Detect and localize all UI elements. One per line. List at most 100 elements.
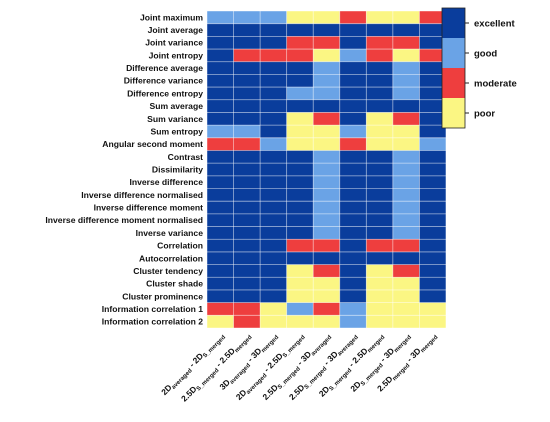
heatmap-cell xyxy=(313,137,340,151)
row-label: Joint variance xyxy=(145,38,203,48)
heatmap-cell xyxy=(392,61,420,75)
legend-swatch xyxy=(442,8,465,38)
row-label: Correlation xyxy=(157,241,203,251)
legend-label: moderate xyxy=(474,79,517,90)
heatmap-cell xyxy=(339,251,367,265)
heatmap-cell xyxy=(286,61,314,75)
heatmap-cell xyxy=(313,264,340,278)
heatmap-cell xyxy=(207,264,234,278)
heatmap-cell xyxy=(313,125,340,138)
heatmap-cell xyxy=(286,277,314,290)
heatmap-cell xyxy=(207,11,234,24)
heatmap-cell xyxy=(366,213,393,227)
heatmap-cell xyxy=(339,99,367,113)
heatmap-cell xyxy=(207,302,234,316)
heatmap-cell xyxy=(392,99,420,113)
heatmap-cell xyxy=(313,188,340,202)
heatmap-cell xyxy=(392,23,420,37)
heatmap-cell xyxy=(366,74,393,88)
heatmap-cell xyxy=(233,36,261,50)
heatmap-cell xyxy=(339,23,367,37)
heatmap-cell xyxy=(419,175,446,189)
heatmap-cell xyxy=(207,315,234,328)
heatmap-cell xyxy=(392,188,420,202)
heatmap-cell xyxy=(339,201,367,214)
heatmap-cell xyxy=(366,49,393,62)
heatmap-cell xyxy=(260,99,287,113)
heatmap-cell xyxy=(339,87,367,100)
heatmap-cell xyxy=(207,36,234,50)
heatmap-cell xyxy=(366,99,393,113)
heatmap-cell xyxy=(313,277,340,290)
heatmap-cell xyxy=(260,112,287,126)
heatmap-cell xyxy=(233,188,261,202)
heatmap-cell xyxy=(233,137,261,151)
heatmap-cell xyxy=(313,61,340,75)
heatmap-cell xyxy=(233,74,261,88)
heatmap-cell xyxy=(233,264,261,278)
heatmap-cell xyxy=(313,289,340,303)
heatmap-cell xyxy=(207,251,234,265)
heatmap-cell xyxy=(207,150,234,164)
heatmap-cell xyxy=(286,23,314,37)
heatmap-cell xyxy=(233,87,261,100)
heatmap-cell xyxy=(392,150,420,164)
heatmap-cell xyxy=(207,49,234,62)
heatmap-cell xyxy=(207,239,234,252)
heatmap-cell xyxy=(419,251,446,265)
heatmap-cell xyxy=(286,289,314,303)
row-label: Inverse difference moment normalised xyxy=(45,215,203,225)
heatmap-cell xyxy=(286,49,314,62)
heatmap-cell xyxy=(392,49,420,62)
heatmap-cell xyxy=(392,251,420,265)
heatmap-cell xyxy=(419,74,446,88)
heatmap-cell xyxy=(339,315,367,328)
row-label: Sum average xyxy=(149,101,203,111)
heatmap-cell xyxy=(207,112,234,126)
row-label: Cluster tendency xyxy=(133,266,203,276)
heatmap-cell xyxy=(286,137,314,151)
heatmap-cell xyxy=(260,188,287,202)
heatmap-cell xyxy=(260,163,287,176)
heatmap-cell xyxy=(366,302,393,316)
heatmap-cell xyxy=(286,74,314,88)
heatmap-cell xyxy=(233,302,261,316)
heatmap-cell xyxy=(392,264,420,278)
heatmap-cell xyxy=(233,213,261,227)
heatmap-cell xyxy=(419,137,446,151)
heatmap-cell xyxy=(339,112,367,126)
heatmap-cell xyxy=(207,289,234,303)
heatmap-cell xyxy=(286,125,314,138)
heatmap-cell xyxy=(419,277,446,290)
heatmap-cell xyxy=(366,137,393,151)
heatmap-cell xyxy=(207,201,234,214)
heatmap-cell xyxy=(207,125,234,138)
heatmap-cell xyxy=(366,188,393,202)
heatmap-cell xyxy=(286,201,314,214)
row-label: Inverse difference normalised xyxy=(81,190,203,200)
heatmap-cell xyxy=(339,150,367,164)
row-label: Cluster shade xyxy=(146,279,203,289)
heatmap-cell xyxy=(313,163,340,176)
heatmap-cell xyxy=(260,239,287,252)
heatmap-cell xyxy=(419,49,446,62)
heatmap-cell xyxy=(313,150,340,164)
heatmap-cell xyxy=(392,315,420,328)
row-label: Cluster prominence xyxy=(122,291,203,301)
heatmap-cell xyxy=(366,175,393,189)
heatmap-cell xyxy=(392,201,420,214)
heatmap-cell xyxy=(419,36,446,50)
heatmap-cell xyxy=(313,23,340,37)
heatmap-cell xyxy=(286,226,314,240)
heatmap-cell xyxy=(233,99,261,113)
heatmap-gridlines xyxy=(206,10,447,329)
heatmap-cell xyxy=(233,125,261,138)
heatmap-cell xyxy=(392,213,420,227)
heatmap-cell xyxy=(286,239,314,252)
heatmap-cell xyxy=(339,188,367,202)
heatmap-cell xyxy=(233,163,261,176)
row-label: Joint maximum xyxy=(140,12,203,22)
heatmap-cell xyxy=(392,226,420,240)
heatmap-cell xyxy=(286,264,314,278)
heatmap-cell xyxy=(207,163,234,176)
